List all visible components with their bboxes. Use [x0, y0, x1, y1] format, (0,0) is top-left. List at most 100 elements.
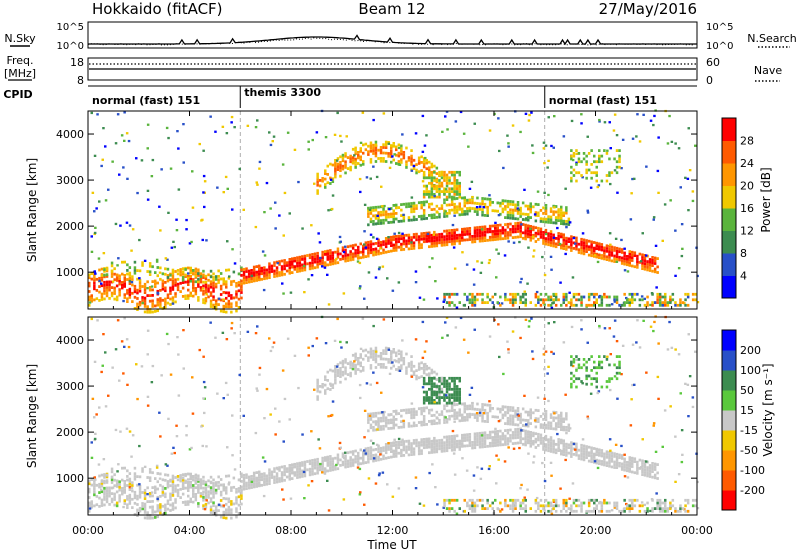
- velocity-cell: [138, 493, 142, 496]
- power-cell: [344, 248, 347, 252]
- velocity-cell: [329, 368, 332, 372]
- power-cell: [93, 284, 96, 288]
- power-cell: [334, 170, 337, 173]
- power-cell: [443, 193, 446, 196]
- power-cell: [570, 246, 573, 250]
- velocity-cell: [311, 470, 314, 473]
- power-cell: [688, 169, 692, 172]
- velocity-cell: [475, 412, 479, 415]
- power-cell: [687, 127, 690, 130]
- power-cell: [272, 135, 276, 138]
- power-cell: [445, 173, 449, 177]
- velocity-cell: [504, 443, 507, 446]
- velocity-cell: [476, 437, 479, 441]
- velocity-cell: [308, 470, 312, 474]
- power-cell: [585, 163, 588, 166]
- velocity-cell: [303, 471, 307, 475]
- power-cell: [466, 212, 469, 216]
- power-cell: [351, 158, 355, 162]
- velocity-cell: [407, 408, 411, 412]
- power-cell: [658, 292, 662, 296]
- power-cell: [448, 195, 451, 199]
- power-cell: [631, 264, 634, 268]
- velocity-cell: [344, 358, 347, 361]
- power-cell: [504, 292, 507, 296]
- velocity-cell: [519, 418, 522, 422]
- velocity-cell: [318, 465, 322, 469]
- power-cell: [359, 141, 363, 144]
- power-cell: [331, 259, 335, 263]
- power-cell: [598, 157, 601, 161]
- power-cell: [623, 303, 626, 307]
- power-cell: [282, 234, 285, 237]
- power-cell: [626, 270, 630, 273]
- power-cell: [598, 295, 601, 299]
- velocity-cell: [574, 448, 577, 451]
- velocity-cell: [636, 469, 639, 472]
- power-cell: [278, 274, 281, 277]
- velocity-cell: [398, 369, 402, 372]
- velocity-cell: [595, 458, 598, 462]
- power-cell: [392, 212, 395, 216]
- power-cell: [450, 173, 454, 177]
- velocity-cell: [362, 450, 365, 454]
- power-cell: [670, 140, 674, 143]
- power-cell: [560, 216, 563, 220]
- power-cell: [203, 205, 206, 209]
- power-cell: [587, 295, 591, 299]
- power-cell: [283, 267, 286, 271]
- power-cell: [250, 269, 253, 272]
- power-cell: [587, 239, 591, 243]
- power-cell: [582, 249, 586, 253]
- power-cell: [367, 215, 370, 218]
- velocity-cell: [519, 487, 522, 490]
- velocity-cell: [187, 494, 190, 498]
- velocity-cell: [329, 382, 332, 386]
- power-cell: [200, 219, 203, 222]
- power-cell: [603, 246, 606, 250]
- velocity-cell: [98, 496, 101, 500]
- power-colorbar-frame: [721, 117, 737, 299]
- velocity-cell: [108, 494, 111, 498]
- velocity-cell: [542, 418, 545, 421]
- power-cell: [274, 201, 277, 204]
- power-cell: [339, 258, 342, 261]
- power-cell: [623, 257, 626, 260]
- velocity-cell: [225, 508, 228, 512]
- power-cell: [379, 148, 383, 152]
- velocity-cell: [138, 483, 141, 486]
- velocity-cell: [324, 456, 327, 459]
- power-cell: [421, 150, 425, 153]
- velocity-cell: [351, 450, 355, 453]
- velocity-cell: [258, 484, 261, 488]
- power-cell: [613, 169, 617, 172]
- velocity-cell: [643, 473, 647, 477]
- power-cell: [334, 167, 337, 171]
- velocity-cell: [351, 461, 355, 464]
- velocity-cell: [369, 449, 373, 452]
- power-cell: [126, 269, 129, 272]
- power-cell: [415, 168, 418, 172]
- power-cell: [519, 298, 522, 302]
- power-cell: [552, 298, 555, 302]
- power-cell: [501, 210, 505, 214]
- power-cell: [240, 296, 243, 300]
- power-cell: [534, 226, 538, 230]
- power-cell: [511, 227, 515, 231]
- power-cell: [605, 247, 609, 250]
- velocity-cell: [430, 368, 434, 372]
- power-cell: [346, 245, 350, 249]
- power-cell: [354, 251, 357, 255]
- power-cell: [197, 280, 200, 284]
- power-cell: [473, 295, 477, 299]
- power-cell: [511, 217, 515, 220]
- power-cell: [316, 265, 319, 269]
- power-cell: [605, 179, 609, 183]
- velocity-cell: [93, 490, 96, 494]
- velocity-cell: [430, 439, 434, 443]
- power-cell: [428, 160, 431, 164]
- velocity-cell: [417, 449, 421, 453]
- power-cell: [377, 252, 380, 256]
- velocity-cell: [478, 440, 482, 443]
- velocity-cell: [468, 412, 472, 416]
